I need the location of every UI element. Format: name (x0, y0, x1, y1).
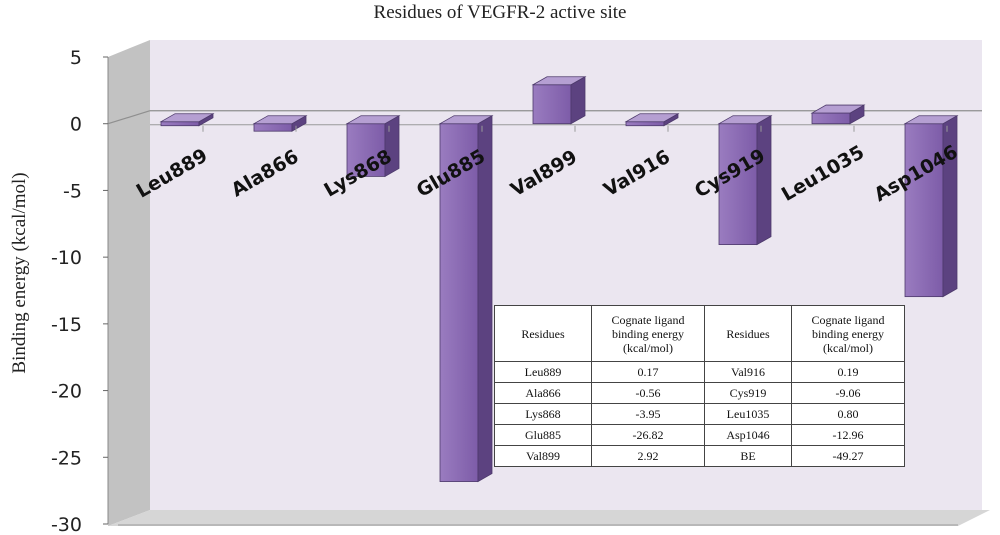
table-cell: Lys868 (494, 403, 592, 425)
bar (624, 113, 680, 127)
bar (438, 115, 494, 483)
table-cell: -0.56 (591, 382, 705, 404)
bar-top (903, 115, 959, 125)
table-header-cell: Residues (494, 305, 592, 362)
table-row: Ala866 -0.56 Cys919 -9.06 (494, 382, 905, 404)
zero-line-side (107, 110, 151, 125)
bar-front (253, 123, 293, 132)
table-header-row: Residues Cognate ligand binding energy (… (494, 305, 905, 362)
bar-side (477, 115, 493, 483)
binding-energy-table: Residues Cognate ligand binding energy (… (494, 305, 905, 467)
table-row: Lys868 -3.95 Leu1035 0.80 (494, 403, 905, 425)
bar (159, 113, 215, 127)
y-axis: 5 0 -5 -10 -15 -20 -25 -30 (51, 47, 109, 535)
side-wall (108, 40, 150, 526)
table-cell: Val916 (704, 361, 792, 383)
table-header-cell: Cognate ligand binding energy (kcal/mol) (591, 305, 705, 362)
bar-front (532, 84, 572, 125)
table-cell: Val899 (494, 445, 592, 467)
bar-front (346, 123, 386, 177)
floor (108, 510, 990, 526)
table-header-cell: Residues (704, 305, 792, 362)
bar (810, 104, 866, 125)
table-cell: 0.19 (791, 361, 905, 383)
table-cell: 0.17 (591, 361, 705, 383)
table-row: Glu885 -26.82 Asp1046 -12.96 (494, 424, 905, 446)
table-header-cell: Cognate ligand binding energy (kcal/mol) (791, 305, 905, 362)
bar-front (439, 123, 479, 482)
y-tick-label: -25 (51, 447, 82, 469)
table-cell: -26.82 (591, 424, 705, 446)
bar (531, 76, 587, 125)
table-cell: Glu885 (494, 424, 592, 446)
bar-top (531, 76, 587, 86)
table-cell: BE (704, 445, 792, 467)
table-cell: -9.06 (791, 382, 905, 404)
bar (717, 115, 773, 246)
bar-top (717, 115, 773, 125)
table-cell: Leu1035 (704, 403, 792, 425)
table-cell: Leu889 (494, 361, 592, 383)
bar-top (438, 115, 494, 125)
bar (252, 115, 308, 132)
bar-top (345, 115, 401, 125)
table-cell: -49.27 (791, 445, 905, 467)
bar-side (756, 115, 772, 246)
table-cell: Asp1046 (704, 424, 792, 446)
table-cell: Ala866 (494, 382, 592, 404)
bar-top (810, 104, 866, 114)
y-tick-label: -20 (51, 381, 82, 403)
table-cell: 0.80 (791, 403, 905, 425)
table-cell: 2.92 (591, 445, 705, 467)
chart-title: Residues of VEGFR-2 active site (373, 2, 627, 23)
y-tick-label: 5 (70, 47, 82, 69)
y-tick-label: -30 (51, 514, 82, 535)
y-tick-label: -5 (63, 180, 82, 202)
bar (903, 115, 959, 298)
table-row: Leu889 0.17 Val916 0.19 (494, 361, 905, 383)
bar-front (718, 123, 758, 246)
bars (159, 76, 959, 483)
bar-top (624, 113, 680, 123)
bar-front (160, 121, 200, 127)
y-tick-label: -10 (51, 247, 82, 269)
table-cell: -12.96 (791, 424, 905, 446)
y-tick-label: 0 (70, 114, 82, 136)
bar-front (811, 112, 851, 125)
bar-front (625, 121, 665, 127)
y-tick-label: -15 (51, 314, 82, 336)
table-cell: Cys919 (704, 382, 792, 404)
table-cell: -3.95 (591, 403, 705, 425)
bar-top (159, 113, 215, 123)
bar-top (252, 115, 308, 125)
table-row: Val899 2.92 BE -49.27 (494, 445, 905, 467)
